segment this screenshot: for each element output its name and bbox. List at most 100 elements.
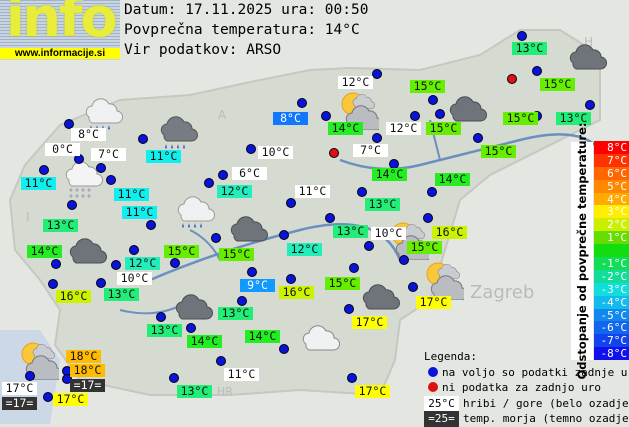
station-dot[interactable] bbox=[408, 282, 418, 292]
station-dot[interactable] bbox=[25, 371, 35, 381]
station-dot[interactable] bbox=[216, 356, 226, 366]
station-dot[interactable] bbox=[51, 259, 61, 269]
station-dot[interactable] bbox=[111, 260, 121, 270]
map-label-a: A bbox=[218, 108, 227, 122]
temperature-label: 11°C bbox=[114, 188, 149, 201]
river bbox=[189, 229, 221, 261]
station-dot[interactable] bbox=[473, 133, 483, 143]
colorbar-step: -2°C bbox=[594, 269, 629, 283]
station-dot[interactable] bbox=[186, 323, 196, 333]
legend: Legenda: na voljo so podatki zadnje ure … bbox=[424, 349, 629, 427]
station-dot[interactable] bbox=[517, 31, 527, 41]
temperature-label: 8°C bbox=[71, 128, 106, 141]
cloud-rain-light-icon bbox=[175, 193, 219, 239]
station-dot[interactable] bbox=[372, 133, 382, 143]
station-dot[interactable] bbox=[357, 187, 367, 197]
temperature-label: 12°C bbox=[338, 76, 373, 89]
temperature-label: 13°C bbox=[177, 385, 212, 398]
station-dot[interactable] bbox=[321, 111, 331, 121]
station-dot[interactable] bbox=[247, 267, 257, 277]
station-dot[interactable] bbox=[129, 245, 139, 255]
logo[interactable]: info www.informacije.si bbox=[0, 0, 120, 60]
temperature-label: 13°C bbox=[218, 307, 253, 320]
station-dot[interactable] bbox=[246, 144, 256, 154]
colorbar-step: 7°C bbox=[594, 153, 629, 167]
temperature-label: 9°C bbox=[240, 279, 275, 292]
station-dot[interactable] bbox=[96, 163, 106, 173]
colorbar-step: -1°C bbox=[594, 257, 629, 270]
temperature-label: 15°C bbox=[426, 122, 461, 135]
station-dot[interactable] bbox=[279, 344, 289, 354]
station-dot[interactable] bbox=[39, 165, 49, 175]
temperature-label: 11°C bbox=[146, 150, 181, 163]
station-dot[interactable] bbox=[325, 213, 335, 223]
station-dot[interactable] bbox=[423, 213, 433, 223]
temperature-label: 15°C bbox=[481, 145, 516, 158]
temperature-label: 11°C bbox=[122, 206, 157, 219]
cloud-dark-icon bbox=[567, 41, 611, 87]
temperature-label: 14°C bbox=[27, 245, 62, 258]
station-dot[interactable] bbox=[399, 255, 409, 265]
station-dot[interactable] bbox=[169, 373, 179, 383]
station-missing-dot[interactable] bbox=[329, 148, 339, 158]
temperature-label: 14°C bbox=[328, 122, 363, 135]
cloud-outline-icon bbox=[300, 322, 344, 368]
map-label-hr: HR bbox=[217, 385, 233, 398]
station-dot[interactable] bbox=[204, 178, 214, 188]
temperature-label: 11°C bbox=[295, 185, 330, 198]
station-dot[interactable] bbox=[67, 200, 77, 210]
colorbar-step: 8°C bbox=[594, 141, 629, 154]
station-dot[interactable] bbox=[170, 258, 180, 268]
station-missing-dot[interactable] bbox=[507, 74, 517, 84]
station-dot[interactable] bbox=[211, 233, 221, 243]
station-dot[interactable] bbox=[138, 134, 148, 144]
station-dot[interactable] bbox=[106, 175, 116, 185]
temperature-label: 10°C bbox=[371, 227, 406, 240]
legend-sample: 25°C bbox=[424, 395, 459, 411]
station-dot[interactable] bbox=[279, 230, 289, 240]
cloud-dark-icon bbox=[173, 291, 217, 337]
temperature-label: 10°C bbox=[117, 272, 152, 285]
station-dot[interactable] bbox=[428, 95, 438, 105]
station-dot[interactable] bbox=[237, 296, 247, 306]
station-dot[interactable] bbox=[410, 111, 420, 121]
station-dot[interactable] bbox=[344, 304, 354, 314]
station-dot[interactable] bbox=[585, 100, 595, 110]
station-dot[interactable] bbox=[532, 66, 542, 76]
temperature-label: 15°C bbox=[503, 112, 538, 125]
station-dot[interactable] bbox=[156, 312, 166, 322]
sun-cloud-icon bbox=[15, 338, 63, 384]
temperature-label: 14°C bbox=[435, 173, 470, 186]
station-dot[interactable] bbox=[347, 373, 357, 383]
temperature-label: 16°C bbox=[56, 290, 91, 303]
station-dot[interactable] bbox=[364, 241, 374, 251]
colorbar-step: 1°C bbox=[594, 231, 629, 244]
temperature-label: 14°C bbox=[372, 168, 407, 181]
temperature-label: 12°C bbox=[125, 257, 160, 270]
station-dot[interactable] bbox=[372, 69, 382, 79]
station-dot[interactable] bbox=[146, 220, 156, 230]
logo-url[interactable]: www.informacije.si bbox=[0, 48, 120, 59]
temperature-label: 15°C bbox=[410, 80, 445, 93]
red-dot-icon bbox=[428, 382, 438, 392]
station-dot[interactable] bbox=[96, 278, 106, 288]
station-dot[interactable] bbox=[286, 198, 296, 208]
station-dot[interactable] bbox=[349, 263, 359, 273]
station-dot[interactable] bbox=[43, 392, 53, 402]
station-dot[interactable] bbox=[435, 109, 445, 119]
temperature-label: 17°C bbox=[2, 382, 37, 395]
temperature-label: 13°C bbox=[43, 219, 78, 232]
temperature-label: 13°C bbox=[104, 288, 139, 301]
station-dot[interactable] bbox=[48, 279, 58, 289]
cloud-dark-icon bbox=[67, 235, 111, 281]
station-dot[interactable] bbox=[64, 119, 74, 129]
temperature-label: 11°C bbox=[224, 368, 259, 381]
station-dot[interactable] bbox=[286, 274, 296, 284]
station-dot[interactable] bbox=[218, 170, 228, 180]
colorbar-step: 4°C bbox=[594, 192, 629, 206]
station-dot[interactable] bbox=[427, 187, 437, 197]
station-dot[interactable] bbox=[297, 98, 307, 108]
cloud-dark-icon bbox=[228, 213, 272, 259]
temperature-label: 12°C bbox=[386, 122, 421, 135]
date-line: Datum: 17.11.2025 ura: 00:50 bbox=[124, 2, 369, 18]
